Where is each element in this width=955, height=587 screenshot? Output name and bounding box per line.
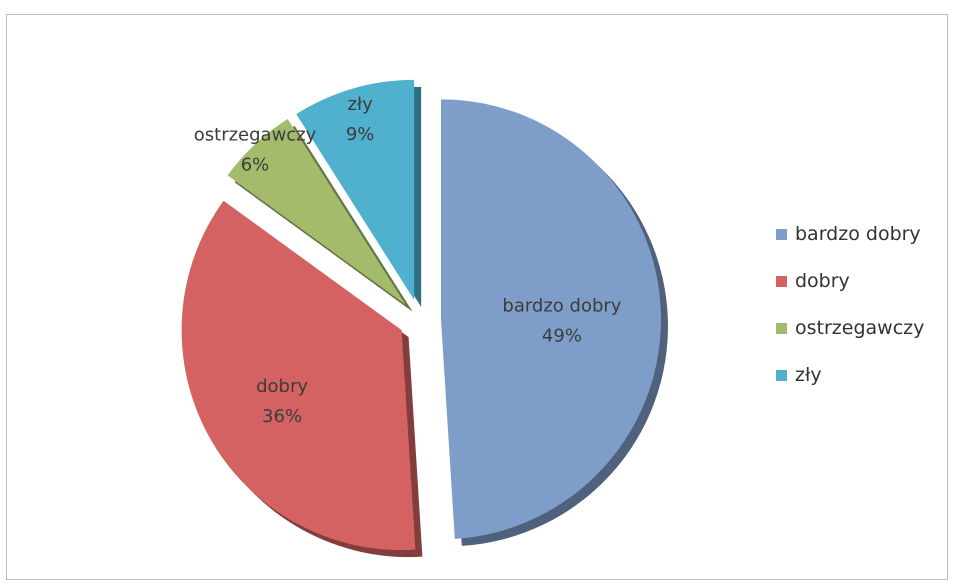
legend-item-bardzo-dobry: bardzo dobry: [776, 222, 924, 246]
legend-swatch-dobry: [776, 275, 787, 287]
legend-item-ostrzegawczy: ostrzegawczy: [776, 316, 924, 340]
pie-slice-zly: [296, 79, 415, 300]
pie-slice-percent-bardzo-dobry: 49%: [542, 326, 582, 347]
pie-slice-percent-dobry: 36%: [262, 406, 302, 427]
legend-swatch-bardzo-dobry: [776, 228, 787, 240]
chart-legend: bardzo dobry dobry ostrzegawczy zły: [776, 222, 924, 410]
legend-swatch-zly: [776, 369, 787, 381]
pie-slice-label-ostrzegawczy: ostrzegawczy 6%: [194, 124, 317, 175]
legend-label-ostrzegawczy: ostrzegawczy: [795, 317, 925, 339]
pie-slice-category-bardzo-dobry: bardzo dobry: [502, 296, 621, 317]
pie-slice-percent-ostrzegawczy: 6%: [241, 154, 270, 175]
legend-swatch-ostrzegawczy: [776, 322, 787, 334]
pie-slice-dobry: [181, 200, 416, 551]
legend-item-zly: zły: [776, 363, 924, 387]
legend-item-dobry: dobry: [776, 269, 924, 293]
pie-slice-category-zly: zły: [348, 94, 374, 115]
pie-slice-label-dobry: dobry 36%: [256, 376, 308, 427]
pie-slice-category-dobry: dobry: [256, 376, 308, 397]
pie-slice-percent-zly: 9%: [346, 124, 375, 145]
pie-slice-bardzo-dobry: [440, 99, 661, 539]
pie-slice-category-ostrzegawczy: ostrzegawczy: [194, 124, 317, 145]
pie-slice-ostrzegawczy: [227, 118, 406, 305]
legend-label-dobry: dobry: [795, 270, 850, 292]
legend-label-bardzo-dobry: bardzo dobry: [795, 223, 921, 245]
pie-slice-label-zly: zły 9%: [346, 94, 375, 145]
pie-slice-label-bardzo-dobry: bardzo dobry 49%: [502, 296, 621, 347]
legend-label-zly: zły: [795, 364, 822, 386]
